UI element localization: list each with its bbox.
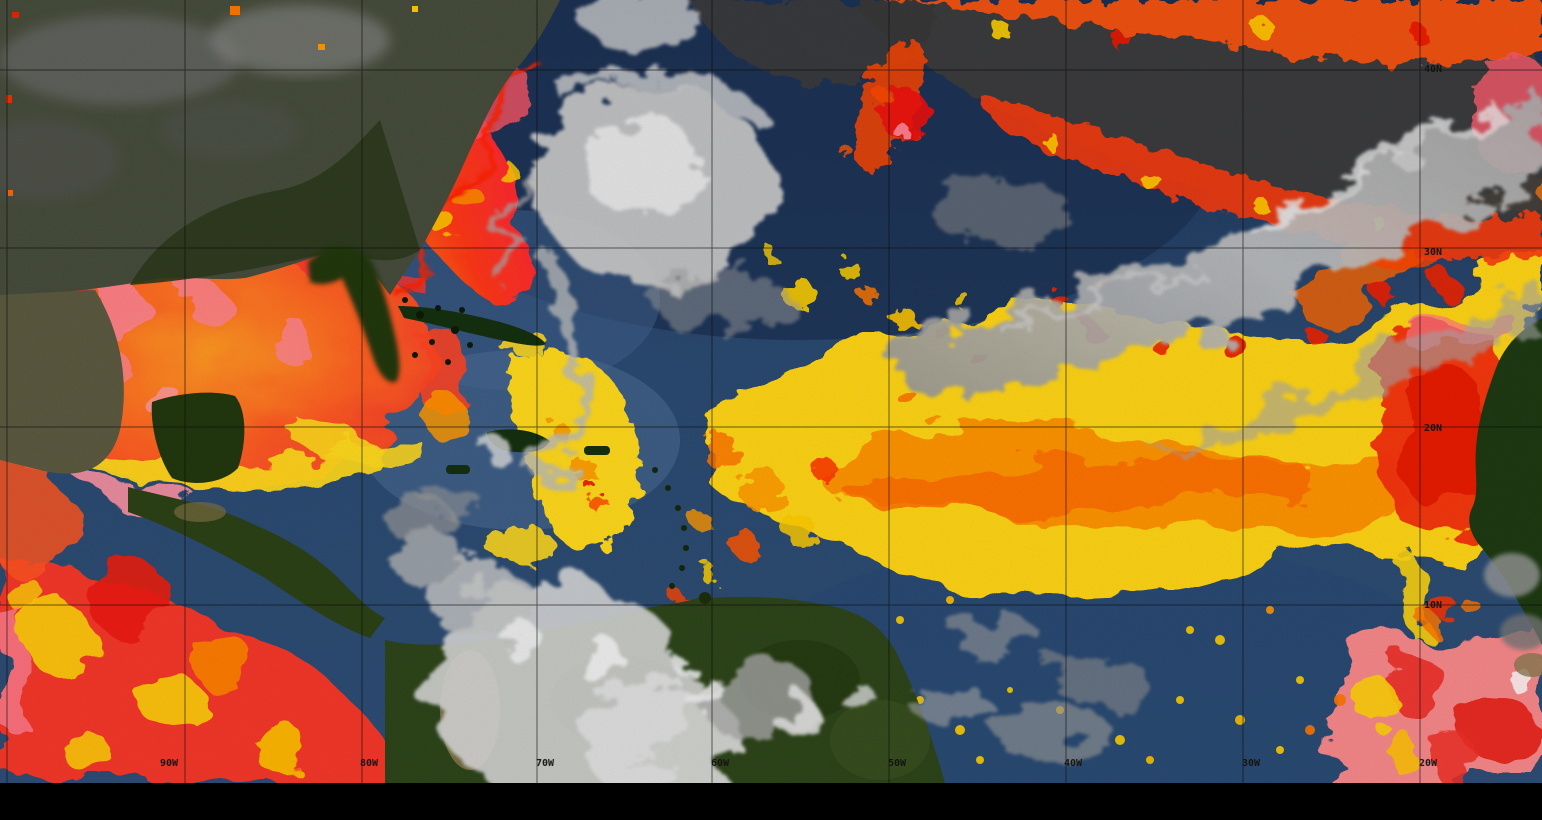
grid-label-30w: 30W <box>1242 758 1261 769</box>
grid-label-20n: 20N <box>1424 423 1443 434</box>
grid-label-40n: 40N <box>1424 64 1443 75</box>
grain-overlay <box>0 0 1542 783</box>
grid-label-80w: 80W <box>360 758 379 769</box>
satellite-map: 90W 80W 70W 60W 50W 40W 30W 20W 40N 30N 20N 10N <box>0 0 1542 783</box>
grid-label-90w: 90W <box>160 758 179 769</box>
grid-label-70w: 70W <box>536 758 555 769</box>
grid-label-40w: 40W <box>1064 758 1083 769</box>
grid-label-60w: 60W <box>711 758 730 769</box>
grid-label-10n: 10N <box>1424 600 1443 611</box>
latlon-grid <box>0 0 1542 783</box>
satellite-imagery <box>0 0 1542 783</box>
grid-label-30n: 30N <box>1424 247 1443 258</box>
grid-label-20w: 20W <box>1419 758 1438 769</box>
grid-label-50w: 50W <box>888 758 907 769</box>
footer-bar: 4 LESS <----- DRY AIR (LOW/MID-LEVEL) AN… <box>0 783 1542 820</box>
